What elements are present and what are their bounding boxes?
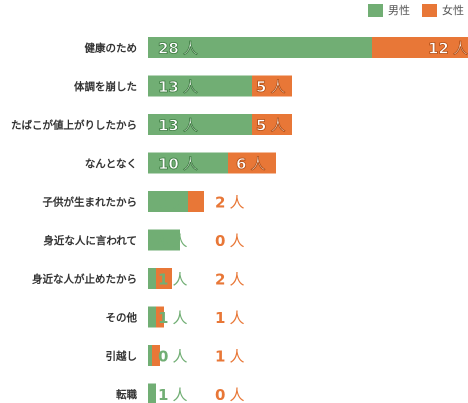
bar-female [372, 37, 468, 58]
data-label-male: 10 人 [158, 155, 198, 173]
legend-item-female: 女性 [422, 2, 464, 18]
bar-female [188, 191, 204, 212]
legend-label-male: 男性 [388, 4, 410, 17]
bar-male [148, 75, 252, 97]
bar-female [156, 306, 164, 328]
legend-label-female: 女性 [442, 4, 464, 17]
bar-female [156, 268, 172, 289]
bar-male [148, 268, 156, 289]
category-label: その他 [106, 311, 138, 324]
bar-male [148, 229, 180, 251]
bar-male [148, 152, 228, 174]
data-label-female: 12 人 [428, 40, 468, 58]
data-label-male: 13 人 [158, 78, 198, 96]
category-label: 体調を崩した [74, 80, 137, 93]
category-label: たばこが値上がりしたから [11, 119, 137, 132]
bar-male [148, 306, 156, 328]
category-label: 子供が生まれたから [43, 196, 138, 209]
bar-male [148, 191, 188, 212]
category-label: 身近な人が止めたから [32, 273, 137, 286]
data-label-male: 28 人 [158, 40, 198, 58]
legend-swatch-female [422, 3, 437, 17]
bar-female [252, 75, 292, 97]
bar-female [228, 152, 276, 174]
category-label: 身近な人に言われて [43, 234, 137, 247]
legend-swatch-male [368, 3, 383, 17]
category-label: 引越し [106, 350, 138, 363]
bar-male [148, 114, 252, 135]
bar-female [152, 345, 160, 366]
category-label: なんとなく [85, 158, 137, 170]
bar-female [252, 114, 292, 135]
category-label: 転職 [116, 388, 137, 401]
bar-male [148, 37, 372, 58]
data-label-male: 13 人 [158, 117, 198, 135]
category-label: 健康のため [85, 42, 138, 55]
bar-male [148, 345, 152, 366]
legend-item-male: 男性 [368, 2, 410, 18]
chart-legend: 男性 女性 [356, 2, 464, 18]
bar-male [148, 383, 156, 403]
